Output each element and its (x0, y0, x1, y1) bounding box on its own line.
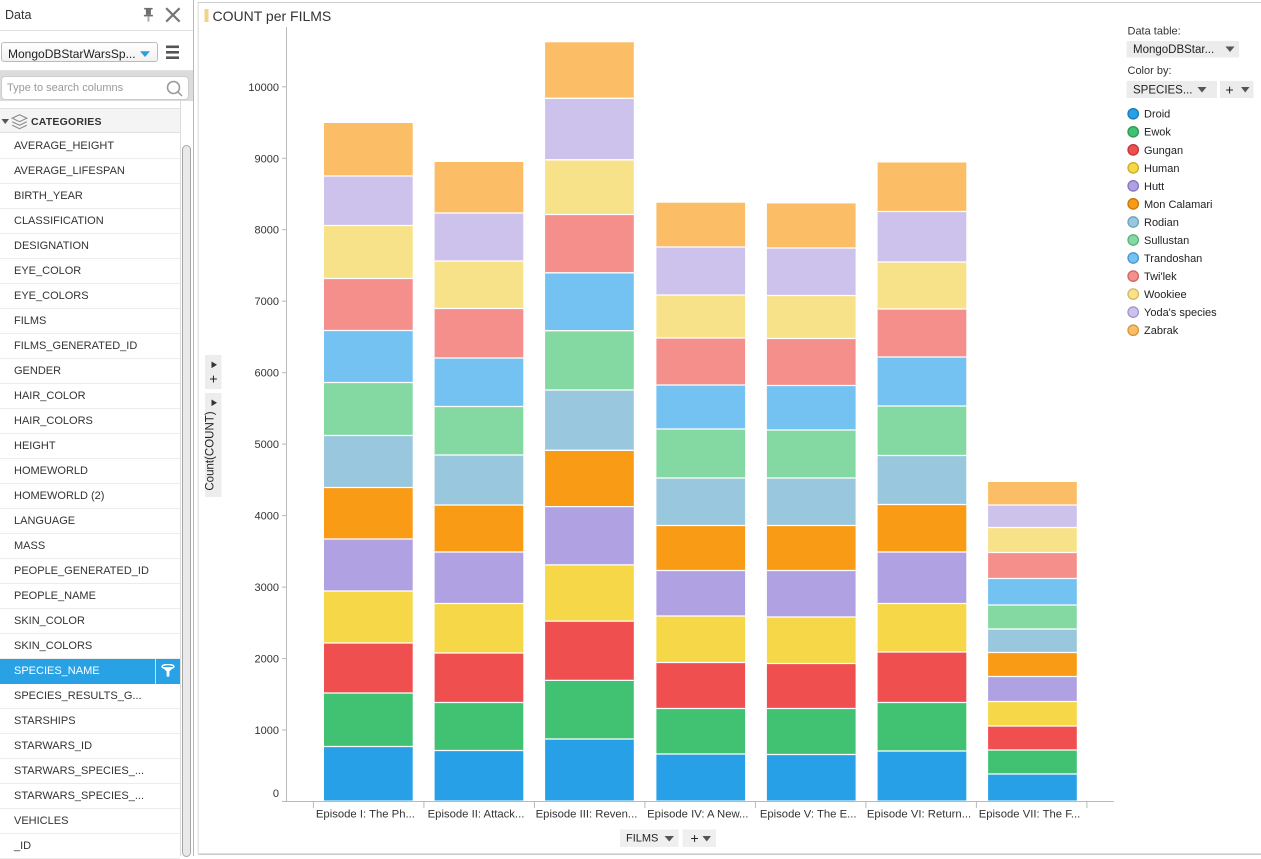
svg-text:Episode III: Reven...: Episode III: Reven... (536, 809, 638, 821)
svg-text:Trandoshan: Trandoshan (1144, 253, 1202, 265)
svg-text:10000: 10000 (248, 82, 279, 94)
svg-text:7000: 7000 (255, 296, 279, 308)
svg-text:1000: 1000 (255, 725, 279, 737)
svg-text:Data table:: Data table: (1128, 26, 1181, 38)
svg-text:Sullustan: Sullustan (1144, 235, 1189, 247)
svg-text:Episode IV: A New...: Episode IV: A New... (647, 809, 748, 821)
svg-text:0: 0 (273, 788, 279, 800)
svg-text:9000: 9000 (255, 153, 279, 165)
svg-text:Ewok: Ewok (1144, 127, 1171, 139)
svg-text:3000: 3000 (255, 582, 279, 594)
svg-text:SPECIES...: SPECIES... (1133, 85, 1192, 97)
svg-text:Episode I: The Ph...: Episode I: The Ph... (316, 809, 415, 821)
svg-text:Episode V: The E...: Episode V: The E... (760, 809, 857, 821)
svg-text:Episode VII: The F...: Episode VII: The F... (979, 809, 1081, 821)
svg-text:8000: 8000 (255, 225, 279, 237)
svg-text:5000: 5000 (255, 439, 279, 451)
svg-text:Episode VI: Return...: Episode VI: Return... (867, 809, 971, 821)
svg-text:Mon Calamari: Mon Calamari (1144, 199, 1212, 211)
svg-text:Human: Human (1144, 163, 1179, 175)
svg-text:Color by:: Color by: (1128, 65, 1172, 77)
svg-text:Episode II: Attack...: Episode II: Attack... (428, 809, 525, 821)
svg-text:2000: 2000 (255, 654, 279, 666)
svg-text:4000: 4000 (255, 511, 279, 523)
svg-text:Twi'lek: Twi'lek (1144, 271, 1177, 283)
svg-text:Gungan: Gungan (1144, 145, 1183, 157)
svg-text:FILMS: FILMS (626, 833, 658, 845)
svg-text:Zabrak: Zabrak (1144, 325, 1179, 337)
svg-text:6000: 6000 (255, 368, 279, 380)
svg-text:Rodian: Rodian (1144, 217, 1179, 229)
svg-text:Count(COUNT): Count(COUNT) (205, 411, 217, 490)
svg-text:Yoda's species: Yoda's species (1144, 307, 1217, 319)
svg-text:Hutt: Hutt (1144, 181, 1164, 193)
svg-text:Droid: Droid (1144, 109, 1170, 121)
svg-text:+: + (691, 830, 699, 846)
svg-text:MongoDBStar...: MongoDBStar... (1133, 44, 1214, 56)
svg-text:+: + (1226, 82, 1234, 98)
svg-text:COUNT per FILMS: COUNT per FILMS (213, 8, 332, 24)
svg-text:Wookiee: Wookiee (1144, 289, 1187, 301)
svg-text:+: + (209, 371, 217, 387)
